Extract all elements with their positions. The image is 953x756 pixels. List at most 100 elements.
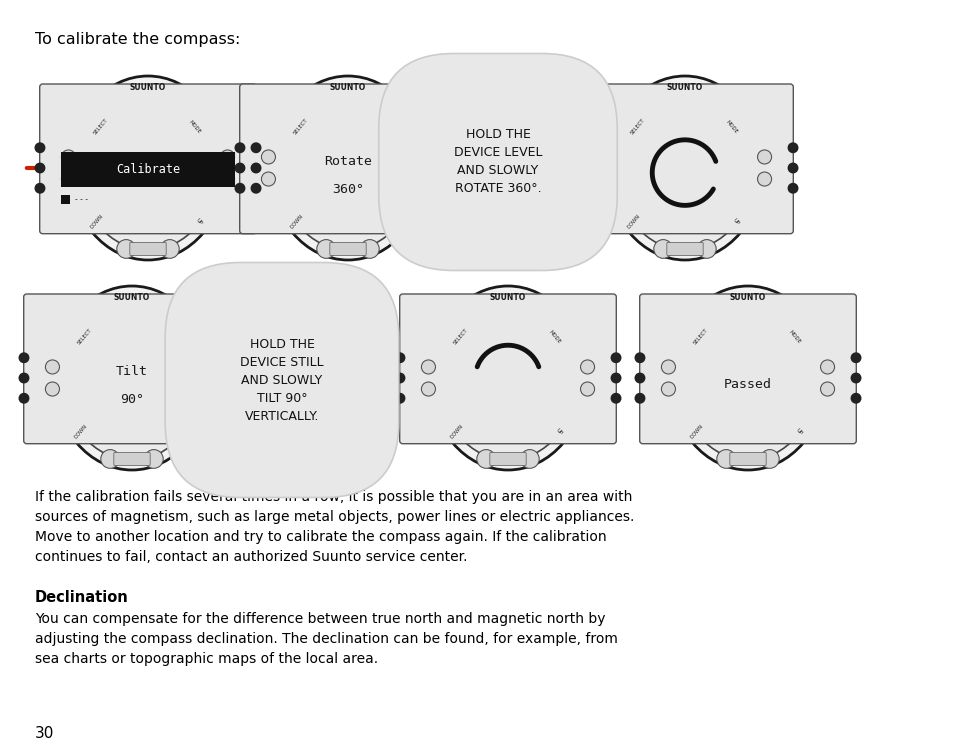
Text: SUUNTO: SUUNTO — [113, 293, 150, 302]
Circle shape — [251, 163, 261, 173]
Circle shape — [234, 163, 245, 173]
Circle shape — [61, 150, 75, 164]
Circle shape — [571, 163, 582, 173]
Text: - - -: - - - — [75, 195, 88, 204]
Circle shape — [634, 373, 645, 383]
Text: Rotate: Rotate — [324, 155, 372, 168]
Circle shape — [61, 172, 75, 186]
Circle shape — [46, 382, 59, 396]
Text: UP: UP — [395, 217, 402, 225]
Circle shape — [850, 373, 861, 383]
Circle shape — [101, 450, 119, 468]
Ellipse shape — [615, 86, 754, 250]
Text: SUUNTO: SUUNTO — [489, 293, 525, 302]
Text: Declination: Declination — [35, 590, 129, 605]
Circle shape — [697, 240, 716, 259]
Text: SUUNTO: SUUNTO — [666, 82, 702, 91]
Text: HOLD THE
DEVICE LEVEL
AND SLOWLY
ROTATE 360°.: HOLD THE DEVICE LEVEL AND SLOWLY ROTATE … — [454, 129, 541, 196]
Ellipse shape — [270, 76, 426, 260]
Circle shape — [360, 240, 378, 259]
FancyBboxPatch shape — [130, 243, 166, 256]
Circle shape — [820, 382, 834, 396]
Circle shape — [580, 382, 594, 396]
Circle shape — [787, 142, 798, 153]
Circle shape — [450, 163, 461, 173]
Circle shape — [660, 382, 675, 396]
Circle shape — [261, 150, 275, 164]
Circle shape — [820, 360, 834, 374]
Text: SELECT: SELECT — [293, 117, 309, 136]
Text: DOWN: DOWN — [450, 423, 464, 439]
Circle shape — [251, 183, 261, 194]
Text: SELECT: SELECT — [92, 117, 110, 136]
Text: MODE: MODE — [787, 329, 801, 344]
Circle shape — [251, 142, 261, 153]
FancyBboxPatch shape — [489, 452, 526, 466]
FancyBboxPatch shape — [24, 294, 240, 444]
Circle shape — [234, 393, 245, 404]
Text: MODE: MODE — [724, 119, 738, 135]
Circle shape — [571, 183, 582, 194]
Circle shape — [261, 172, 275, 186]
Circle shape — [421, 382, 435, 396]
Circle shape — [144, 450, 163, 468]
Text: HOLD THE
DEVICE STILL
AND SLOWLY
TILT 90°
VERTICALLY.: HOLD THE DEVICE STILL AND SLOWLY TILT 90… — [240, 337, 323, 423]
Circle shape — [160, 240, 179, 259]
Circle shape — [234, 373, 245, 383]
Text: UP: UP — [731, 217, 740, 225]
Circle shape — [395, 352, 405, 363]
Circle shape — [34, 163, 46, 173]
Text: MODE: MODE — [547, 329, 561, 344]
Circle shape — [234, 352, 245, 363]
Circle shape — [234, 142, 245, 153]
Circle shape — [580, 360, 594, 374]
Text: MODE: MODE — [188, 119, 202, 135]
Circle shape — [450, 142, 461, 153]
Text: DOWN: DOWN — [689, 423, 704, 439]
Text: SELECT: SELECT — [77, 327, 93, 345]
Ellipse shape — [606, 76, 762, 260]
Ellipse shape — [678, 296, 817, 460]
Circle shape — [234, 183, 245, 194]
Text: 30: 30 — [35, 726, 54, 741]
Circle shape — [204, 382, 218, 396]
Circle shape — [610, 373, 620, 383]
FancyBboxPatch shape — [666, 243, 702, 256]
Circle shape — [757, 172, 771, 186]
Circle shape — [660, 360, 675, 374]
Ellipse shape — [430, 286, 585, 470]
Text: Tilt: Tilt — [116, 365, 148, 378]
Text: UP: UP — [794, 427, 802, 435]
Circle shape — [18, 393, 30, 404]
Ellipse shape — [669, 286, 825, 470]
Circle shape — [220, 172, 234, 186]
FancyBboxPatch shape — [577, 84, 793, 234]
FancyBboxPatch shape — [239, 84, 456, 234]
Circle shape — [634, 393, 645, 404]
Circle shape — [116, 240, 135, 259]
Text: DOWN: DOWN — [90, 213, 105, 230]
Circle shape — [634, 352, 645, 363]
Text: UP: UP — [194, 217, 203, 225]
FancyBboxPatch shape — [40, 84, 256, 234]
Circle shape — [34, 142, 46, 153]
Ellipse shape — [438, 296, 577, 460]
Circle shape — [598, 150, 612, 164]
Text: You can compensate for the difference between true north and magnetic north by
a: You can compensate for the difference be… — [35, 612, 618, 666]
Ellipse shape — [70, 76, 226, 260]
Ellipse shape — [63, 296, 201, 460]
Text: SUUNTO: SUUNTO — [729, 293, 765, 302]
Ellipse shape — [278, 86, 417, 250]
Circle shape — [850, 352, 861, 363]
Text: SELECT: SELECT — [629, 117, 646, 136]
Text: DOWN: DOWN — [290, 213, 304, 230]
Text: MODE: MODE — [388, 119, 401, 135]
Text: MODE: MODE — [172, 329, 186, 344]
Text: 90°: 90° — [120, 392, 144, 406]
Circle shape — [571, 142, 582, 153]
Text: SUUNTO: SUUNTO — [330, 82, 366, 91]
Circle shape — [18, 352, 30, 363]
Circle shape — [757, 150, 771, 164]
Circle shape — [46, 360, 59, 374]
Text: If the calibration fails several times in a row, it is possible that you are in : If the calibration fails several times i… — [35, 490, 634, 564]
